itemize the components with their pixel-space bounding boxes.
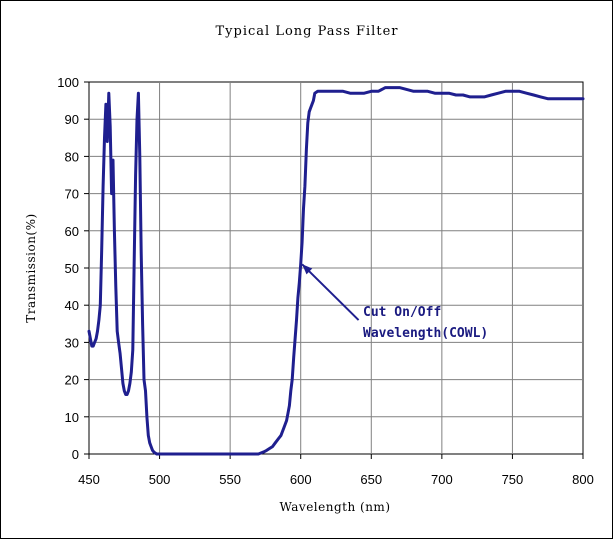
x-tick-label: 650 (360, 472, 382, 487)
x-tick-label: 800 (572, 472, 594, 487)
y-tick-label: 40 (65, 298, 79, 313)
grid (84, 81, 584, 459)
x-tick-label: 750 (502, 472, 524, 487)
y-tick-label: 50 (65, 261, 79, 276)
y-tick-label: 10 (65, 410, 79, 425)
y-tick-label: 80 (65, 149, 79, 164)
y-tick-label: 90 (65, 112, 79, 127)
chart-title: Typical Long Pass Filter (216, 24, 399, 39)
transmission-series-line (87, 86, 585, 456)
y-tick-label: 20 (65, 373, 79, 388)
tick-labels: 450 500 550 600 650 700 750 800 0 10 20 30 40 50 60 70 8… (57, 75, 594, 487)
x-axis-label: Wavelength (nm) (279, 500, 390, 514)
y-tick-label: 0 (72, 447, 79, 462)
y-tick-label: 60 (65, 224, 79, 239)
series-layer (87, 86, 585, 456)
annotation-arrowhead (302, 264, 313, 275)
x-tick-label: 450 (78, 472, 100, 487)
annotation: Cut On/Off Wavelength(COWL) (301, 263, 488, 341)
y-tick-label: 70 (65, 187, 79, 202)
x-tick-label: 550 (219, 472, 241, 487)
y-axis-label: Transmission(%) (24, 213, 38, 322)
annotation-line-1: Cut On/Off (363, 305, 441, 320)
y-tick-label: 100 (57, 75, 79, 90)
annotation-line-2: Wavelength(COWL) (363, 326, 488, 341)
y-tick-label: 30 (65, 335, 79, 350)
annotation-leader-line (301, 263, 360, 321)
x-tick-label: 500 (149, 472, 171, 487)
x-tick-label: 700 (431, 472, 453, 487)
x-tick-label: 600 (290, 472, 312, 487)
